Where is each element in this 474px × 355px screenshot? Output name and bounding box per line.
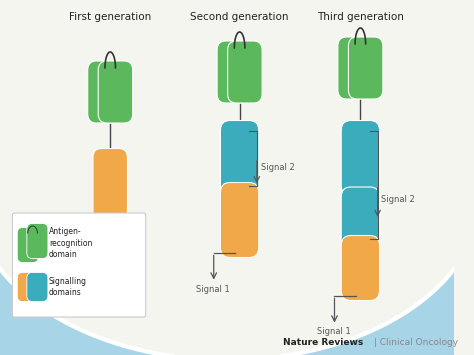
FancyBboxPatch shape [341, 120, 380, 196]
Text: Antigen-
recognition
domain: Antigen- recognition domain [49, 228, 92, 258]
FancyBboxPatch shape [88, 61, 122, 123]
FancyBboxPatch shape [220, 120, 259, 196]
Text: Signalling
domains: Signalling domains [49, 277, 87, 297]
FancyBboxPatch shape [341, 187, 380, 249]
FancyBboxPatch shape [27, 224, 48, 258]
Text: Signal 1: Signal 1 [317, 328, 351, 337]
FancyBboxPatch shape [220, 182, 259, 257]
FancyBboxPatch shape [341, 235, 380, 300]
Polygon shape [0, 195, 474, 355]
FancyBboxPatch shape [217, 41, 252, 103]
FancyBboxPatch shape [12, 213, 146, 317]
Text: | Clinical Oncology: | Clinical Oncology [371, 338, 458, 347]
FancyBboxPatch shape [27, 273, 48, 301]
Text: Nature Reviews: Nature Reviews [283, 338, 363, 347]
FancyBboxPatch shape [17, 228, 38, 262]
FancyBboxPatch shape [338, 37, 373, 99]
FancyBboxPatch shape [93, 148, 128, 222]
FancyBboxPatch shape [348, 37, 383, 99]
FancyBboxPatch shape [228, 41, 262, 103]
Text: Third generation: Third generation [317, 12, 404, 22]
Text: Signal 1: Signal 1 [197, 284, 230, 294]
Text: Signal 2: Signal 2 [261, 163, 294, 172]
Text: First generation: First generation [69, 12, 151, 22]
FancyBboxPatch shape [98, 61, 133, 123]
Text: Second generation: Second generation [191, 12, 289, 22]
FancyBboxPatch shape [17, 273, 38, 301]
Text: Signal 1: Signal 1 [69, 247, 103, 257]
Text: Signal 2: Signal 2 [382, 195, 415, 204]
